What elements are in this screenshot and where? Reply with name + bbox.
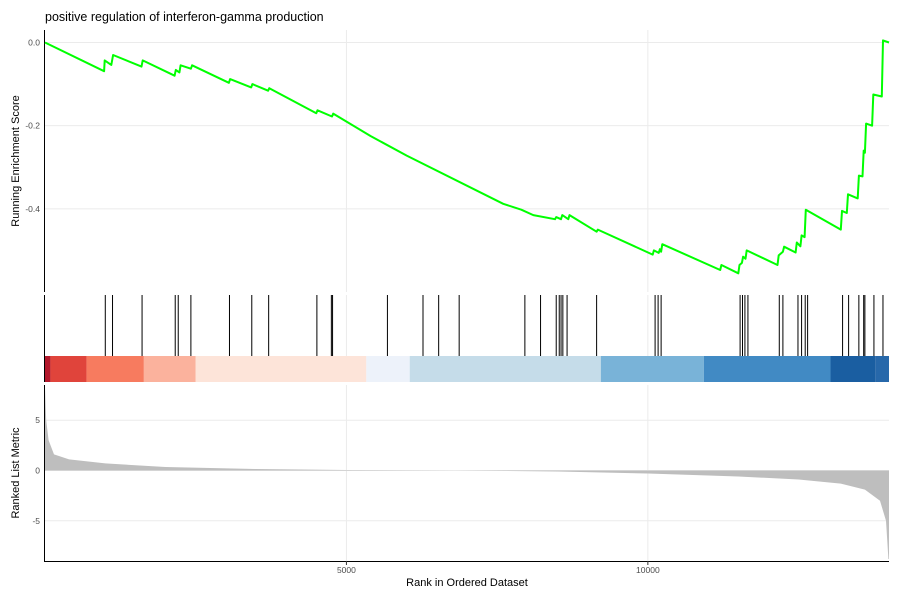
enrichment-y-ticks: 0.0 -0.2 -0.4 [25, 37, 40, 213]
x-axis-label: Rank in Ordered Dataset [406, 577, 528, 589]
x-tick-label: 10000 [636, 565, 660, 575]
enrichment-score-line [44, 39, 890, 275]
y-tick-label: -0.4 [25, 204, 40, 214]
color-bar-segment [45, 356, 51, 382]
ranked-metric-area [45, 387, 889, 559]
color-bar-segment [195, 356, 367, 382]
y-tick-label: -0.2 [25, 121, 40, 131]
color-bar-segment [366, 356, 410, 382]
x-axis-ticks: 5000 10000 [337, 561, 660, 575]
chart-title: positive regulation of interferon-gamma … [45, 10, 324, 24]
y-tick-label: -5 [32, 516, 40, 526]
color-bar-segment [143, 356, 196, 382]
x-tick-label: 5000 [337, 565, 356, 575]
color-bar-segment [830, 356, 876, 382]
ranked-y-label: Ranked List Metric [10, 427, 22, 519]
y-tick-label: 0.0 [28, 37, 40, 47]
y-tick-label: 0 [35, 465, 40, 475]
y-tick-label: 5 [35, 415, 40, 425]
rank-color-bar [45, 356, 889, 382]
enrichment-y-label: Running Enrichment Score [10, 95, 22, 226]
enrichment-gridlines [45, 30, 889, 292]
ranked-y-ticks: 5 0 -5 [32, 415, 40, 526]
gene-hit-marks [104, 295, 884, 356]
color-bar-segment [50, 356, 87, 382]
color-bar-segment [86, 356, 144, 382]
color-bar-segment [703, 356, 831, 382]
color-bar-segment [409, 356, 601, 382]
color-bar-segment [600, 356, 704, 382]
color-bar-segment [875, 356, 889, 382]
